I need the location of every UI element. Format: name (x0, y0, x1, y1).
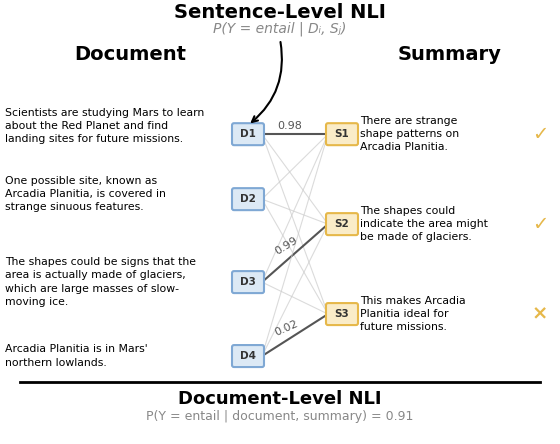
Text: The shapes could
indicate the area might
be made of glaciers.: The shapes could indicate the area might… (360, 206, 488, 242)
Text: D4: D4 (240, 351, 256, 361)
FancyBboxPatch shape (232, 271, 264, 293)
FancyBboxPatch shape (232, 123, 264, 145)
Text: Arcadia Planitia is in Mars'
northern lowlands.: Arcadia Planitia is in Mars' northern lo… (5, 345, 148, 368)
Text: This makes Arcadia
Planitia ideal for
future missions.: This makes Arcadia Planitia ideal for fu… (360, 296, 465, 332)
FancyBboxPatch shape (326, 213, 358, 235)
Text: 0.98: 0.98 (278, 121, 302, 131)
Text: One possible site, known as
Arcadia Planitia, is covered in
strange sinuous feat: One possible site, known as Arcadia Plan… (5, 176, 166, 212)
Text: 0.02: 0.02 (273, 318, 300, 337)
Text: S3: S3 (335, 309, 349, 319)
FancyBboxPatch shape (232, 345, 264, 367)
Text: D1: D1 (240, 129, 256, 139)
Text: ✓: ✓ (532, 214, 548, 234)
Text: ✓: ✓ (532, 125, 548, 144)
FancyBboxPatch shape (326, 123, 358, 145)
Text: The shapes could be signs that the
area is actually made of glaciers,
which are : The shapes could be signs that the area … (5, 257, 196, 307)
Text: Document: Document (74, 45, 186, 64)
FancyBboxPatch shape (232, 188, 264, 210)
Text: D3: D3 (240, 277, 256, 287)
Text: Document-Level NLI: Document-Level NLI (178, 390, 382, 408)
Text: Scientists are studying Mars to learn
about the Red Planet and find
landing site: Scientists are studying Mars to learn ab… (5, 108, 204, 144)
Text: D2: D2 (240, 194, 256, 204)
Text: Summary: Summary (398, 45, 502, 64)
Text: S1: S1 (335, 129, 349, 139)
Text: S2: S2 (335, 219, 349, 229)
FancyBboxPatch shape (326, 303, 358, 325)
Text: P(Y = entail | document, summary) = 0.91: P(Y = entail | document, summary) = 0.91 (146, 409, 414, 423)
Text: Sentence-Level NLI: Sentence-Level NLI (174, 3, 386, 22)
Text: P(Y = entail | Dᵢ, Sⱼ): P(Y = entail | Dᵢ, Sⱼ) (213, 22, 347, 36)
Text: ×: × (532, 305, 548, 324)
Text: There are strange
shape patterns on
Arcadia Planitia.: There are strange shape patterns on Arca… (360, 116, 459, 152)
Text: 0.99: 0.99 (273, 235, 299, 257)
